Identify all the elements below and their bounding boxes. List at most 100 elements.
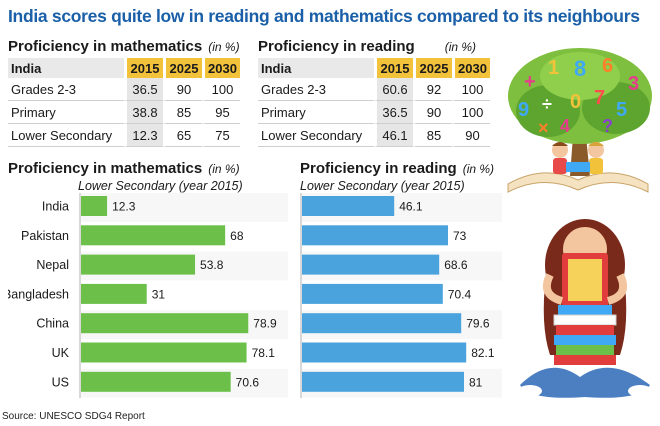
- math-cell: 85: [163, 101, 202, 124]
- math-cell: 65: [163, 124, 202, 147]
- math-table-row: Grades 2-3 36.5 90 100: [8, 78, 240, 101]
- svg-text:4: 4: [560, 116, 570, 136]
- math-value-label: 70.6: [236, 375, 260, 389]
- reading-table-title: Proficiency in reading (in %): [258, 38, 490, 55]
- math-chart-title-text: Proficiency in mathematics: [8, 160, 203, 177]
- math-cell: 95: [202, 101, 240, 124]
- reading-bar-chart: 46.1 73 68.6 70.4 79.6 82.1 81: [300, 193, 502, 399]
- reading-bar: [302, 254, 440, 275]
- math-category-label: China: [36, 317, 69, 331]
- reading-cell: 90: [452, 124, 490, 147]
- reading-value-label: 46.1: [399, 200, 423, 214]
- reading-axis-line: [300, 193, 302, 399]
- math-bar: [81, 371, 231, 392]
- reading-bar: [302, 342, 467, 363]
- reading-year-header: 2030: [452, 58, 490, 78]
- reading-chart-subtitle: Lower Secondary (year 2015): [300, 179, 465, 193]
- reading-bar: [302, 371, 464, 392]
- math-chart-unit: (in %): [208, 162, 240, 176]
- math-value-label: 12.3: [112, 200, 136, 214]
- reading-cell: 90: [413, 101, 452, 124]
- reading-value-label: 70.4: [448, 287, 472, 301]
- math-category-label: Pakistan: [21, 229, 69, 243]
- math-cell: 36.5: [124, 78, 163, 101]
- reading-row-label: Lower Secondary: [258, 124, 374, 147]
- math-row-header: India: [8, 58, 124, 78]
- reading-chart-title: Proficiency in reading (in %): [300, 160, 510, 177]
- reading-table-block: Proficiency in reading (in %) India 2015 …: [258, 38, 490, 147]
- reading-value-label: 68.6: [444, 258, 468, 272]
- svg-text:8: 8: [574, 56, 586, 81]
- reading-cell: 36.5: [374, 101, 413, 124]
- reading-bar: [302, 313, 462, 334]
- math-bar: [81, 225, 226, 246]
- math-row-label: Primary: [8, 101, 124, 124]
- reading-cell: 85: [413, 124, 452, 147]
- reading-row-label: Grades 2-3: [258, 78, 374, 101]
- math-category-label: US: [52, 375, 69, 389]
- svg-text:+: +: [524, 71, 536, 93]
- reading-cell: 100: [452, 78, 490, 101]
- math-bar: [81, 342, 247, 363]
- math-axis-line: [79, 193, 81, 399]
- math-year-header: 2025: [163, 58, 202, 78]
- math-cell: 12.3: [124, 124, 163, 147]
- svg-text:0: 0: [570, 91, 581, 113]
- math-bar: [81, 254, 196, 275]
- math-value-label: 78.9: [253, 317, 277, 331]
- math-year-header: 2030: [202, 58, 240, 78]
- reading-table-title-text: Proficiency in reading: [258, 38, 415, 55]
- math-value-label: 78.1: [252, 346, 276, 360]
- math-cell: 75: [202, 124, 240, 147]
- math-value-label: 68: [230, 229, 244, 243]
- math-year-header: 2015: [124, 58, 163, 78]
- reading-cell: 100: [452, 101, 490, 124]
- reading-chart-unit: (in %): [462, 162, 495, 176]
- math-bar: [81, 283, 147, 304]
- reading-cell: 92: [413, 78, 452, 101]
- reading-value-label: 81: [469, 375, 483, 389]
- reading-cell: 46.1: [374, 124, 413, 147]
- reading-row-label: Primary: [258, 101, 374, 124]
- reading-year-header: 2025: [413, 58, 452, 78]
- svg-text:6: 6: [602, 55, 613, 77]
- math-bar: [81, 196, 108, 216]
- reading-cell: 60.6: [374, 78, 413, 101]
- reading-table-row: Lower Secondary 46.1 85 90: [258, 124, 490, 147]
- svg-text:5: 5: [616, 99, 627, 121]
- reading-row-header: India: [258, 58, 374, 78]
- reading-chart-title-text: Proficiency in reading: [300, 160, 457, 177]
- math-row-background: [81, 193, 293, 222]
- math-cell: 100: [202, 78, 240, 101]
- svg-text:9: 9: [518, 99, 529, 121]
- reading-table: India 2015 2025 2030 Grades 2-3 60.6 92 …: [258, 58, 490, 147]
- reading-value-label: 79.6: [466, 317, 490, 331]
- math-bar-chart-block: Proficiency in mathematics (in %) Lower S…: [3, 160, 293, 404]
- math-table: India 2015 2025 2030 Grades 2-3 36.5 90 …: [8, 58, 240, 147]
- math-table-row: Primary 38.8 85 95: [8, 101, 240, 124]
- math-bar-chart: India 12.3 Pakistan 68 Nepal 53.8 Bangladesh 31…: [3, 193, 293, 399]
- math-cell: 38.8: [124, 101, 163, 124]
- reading-value-label: 73: [453, 229, 467, 243]
- headline: India scores quite low in reading and ma…: [8, 6, 640, 26]
- math-table-title-text: Proficiency in mathematics: [8, 38, 203, 55]
- math-chart-title: Proficiency in mathematics (in %): [8, 160, 288, 177]
- reading-bar: [302, 225, 448, 246]
- reading-table-header-row: India 2015 2025 2030: [258, 58, 490, 78]
- reading-bar-chart-block: Proficiency in reading (in %) Lower Secon…: [300, 160, 510, 404]
- math-category-label: Bangladesh: [8, 287, 69, 301]
- svg-text:÷: ÷: [542, 94, 552, 114]
- tree-illustration: + 1 8 6 3 9 ÷ 0 7 5 × 4 ?: [507, 48, 652, 193]
- math-table-header-row: India 2015 2025 2030: [8, 58, 240, 78]
- math-table-block: Proficiency in mathematics (in %) India 2…: [8, 38, 240, 147]
- math-category-label: UK: [52, 346, 70, 360]
- math-chart-subtitle: Lower Secondary (year 2015): [78, 179, 243, 193]
- math-bar: [81, 313, 249, 334]
- svg-text:7: 7: [594, 87, 605, 109]
- math-row-label: Grades 2-3: [8, 78, 124, 101]
- reading-bar: [302, 283, 443, 304]
- reading-year-header: 2015: [374, 58, 413, 78]
- svg-text:?: ?: [602, 116, 613, 136]
- math-value-label: 31: [152, 287, 166, 301]
- math-table-unit: (in %): [208, 40, 240, 54]
